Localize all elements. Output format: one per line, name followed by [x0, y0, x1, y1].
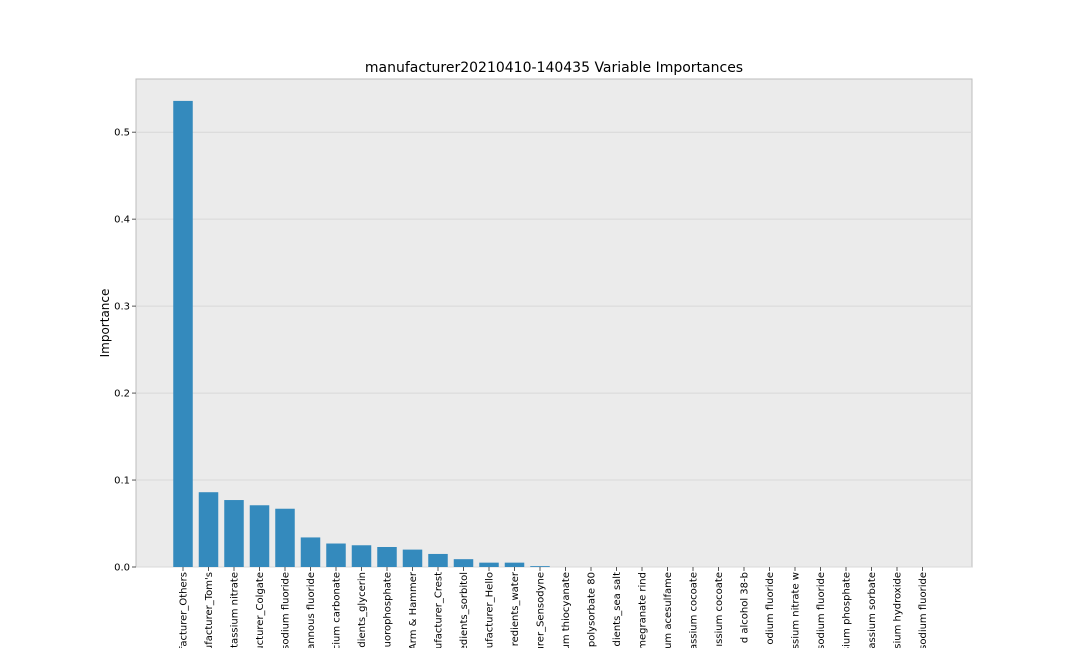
bar — [249, 505, 270, 567]
bar — [479, 562, 499, 567]
bar — [377, 547, 397, 567]
x-tick-label: assium cocoate — [689, 572, 700, 648]
bars — [173, 100, 550, 568]
x-tick-label: Arm & Hammer — [408, 571, 419, 648]
x-tick-label: edients_sorbitol — [459, 572, 470, 648]
x-tick-label: sium hydroxide — [893, 572, 904, 648]
y-axis-label: Importance — [98, 289, 112, 358]
x-tick-label: assium sorbate — [867, 572, 878, 648]
gridlines — [136, 131, 972, 568]
chart-title: manufacturer20210410-140435 Variable Imp… — [365, 60, 743, 76]
x-tick-label: cium carbonate — [332, 572, 343, 648]
bar — [504, 562, 525, 567]
x-tick-label: ucturer_Colgate — [255, 572, 266, 648]
y-tick-label: 0.2 — [114, 389, 130, 400]
bar — [300, 537, 321, 567]
y-tick-label: 0.1 — [114, 476, 130, 487]
x-tick-label: facturer_Others — [179, 572, 190, 648]
x-tick-label: redients_water — [510, 571, 521, 646]
plot-background — [135, 78, 973, 568]
x-tick-label: ıssium cocoate — [714, 572, 725, 647]
y-tick-label: 0.5 — [114, 128, 130, 139]
x-tick-label: urer_Sensodyne — [536, 572, 547, 648]
x-tick-label: polysorbate 80 — [587, 572, 598, 647]
x-tick-label: ufacturer_Hello — [485, 572, 496, 648]
bar — [173, 100, 193, 568]
x-tick-label: tassium nitrate — [230, 572, 241, 648]
x-tick-label: sodium fluoride — [281, 572, 292, 648]
x-tick-label: sium phosphate — [842, 572, 853, 648]
bar — [530, 566, 550, 567]
y-axis-ticks: 0.0 0.1 0.2 0.3 0.4 0.5 — [114, 128, 136, 574]
x-tick-label: dients_sea salt — [612, 572, 623, 647]
x-tick-label: dients_glycerin — [357, 572, 368, 648]
x-tick-label: sodium fluoride — [918, 572, 929, 648]
x-tick-label: megranate rind — [638, 572, 649, 648]
y-tick-label: 0.0 — [114, 563, 130, 574]
x-tick-label: sodium fluoride — [816, 572, 827, 648]
x-tick-label: d alcohol 38-b — [740, 572, 751, 643]
bar — [198, 492, 219, 567]
x-tick-label: odium fluoride — [765, 572, 776, 645]
y-tick-label: 0.4 — [114, 215, 130, 226]
bar — [453, 559, 474, 567]
x-tick-label: ufacturer_Tom's — [204, 572, 215, 648]
x-tick-label: annous fluoride — [306, 572, 317, 648]
bar — [428, 553, 448, 567]
bar — [275, 508, 295, 567]
y-tick-label: 0.3 — [114, 302, 130, 313]
x-tick-label: um acesulfame — [663, 572, 674, 648]
x-tick-label: ufacturer_Crest — [434, 572, 445, 648]
x-tick-label: ssium nitrate w — [791, 572, 802, 648]
x-axis-ticks: facturer_Others ufacturer_Tom's tassium ni… — [179, 567, 929, 652]
x-tick-label: luorophosphate — [383, 572, 394, 648]
x-tick-label: um thiocyanate — [561, 572, 572, 648]
bar — [326, 543, 346, 567]
bar — [351, 545, 372, 567]
bar — [402, 549, 423, 567]
bar — [224, 500, 244, 567]
